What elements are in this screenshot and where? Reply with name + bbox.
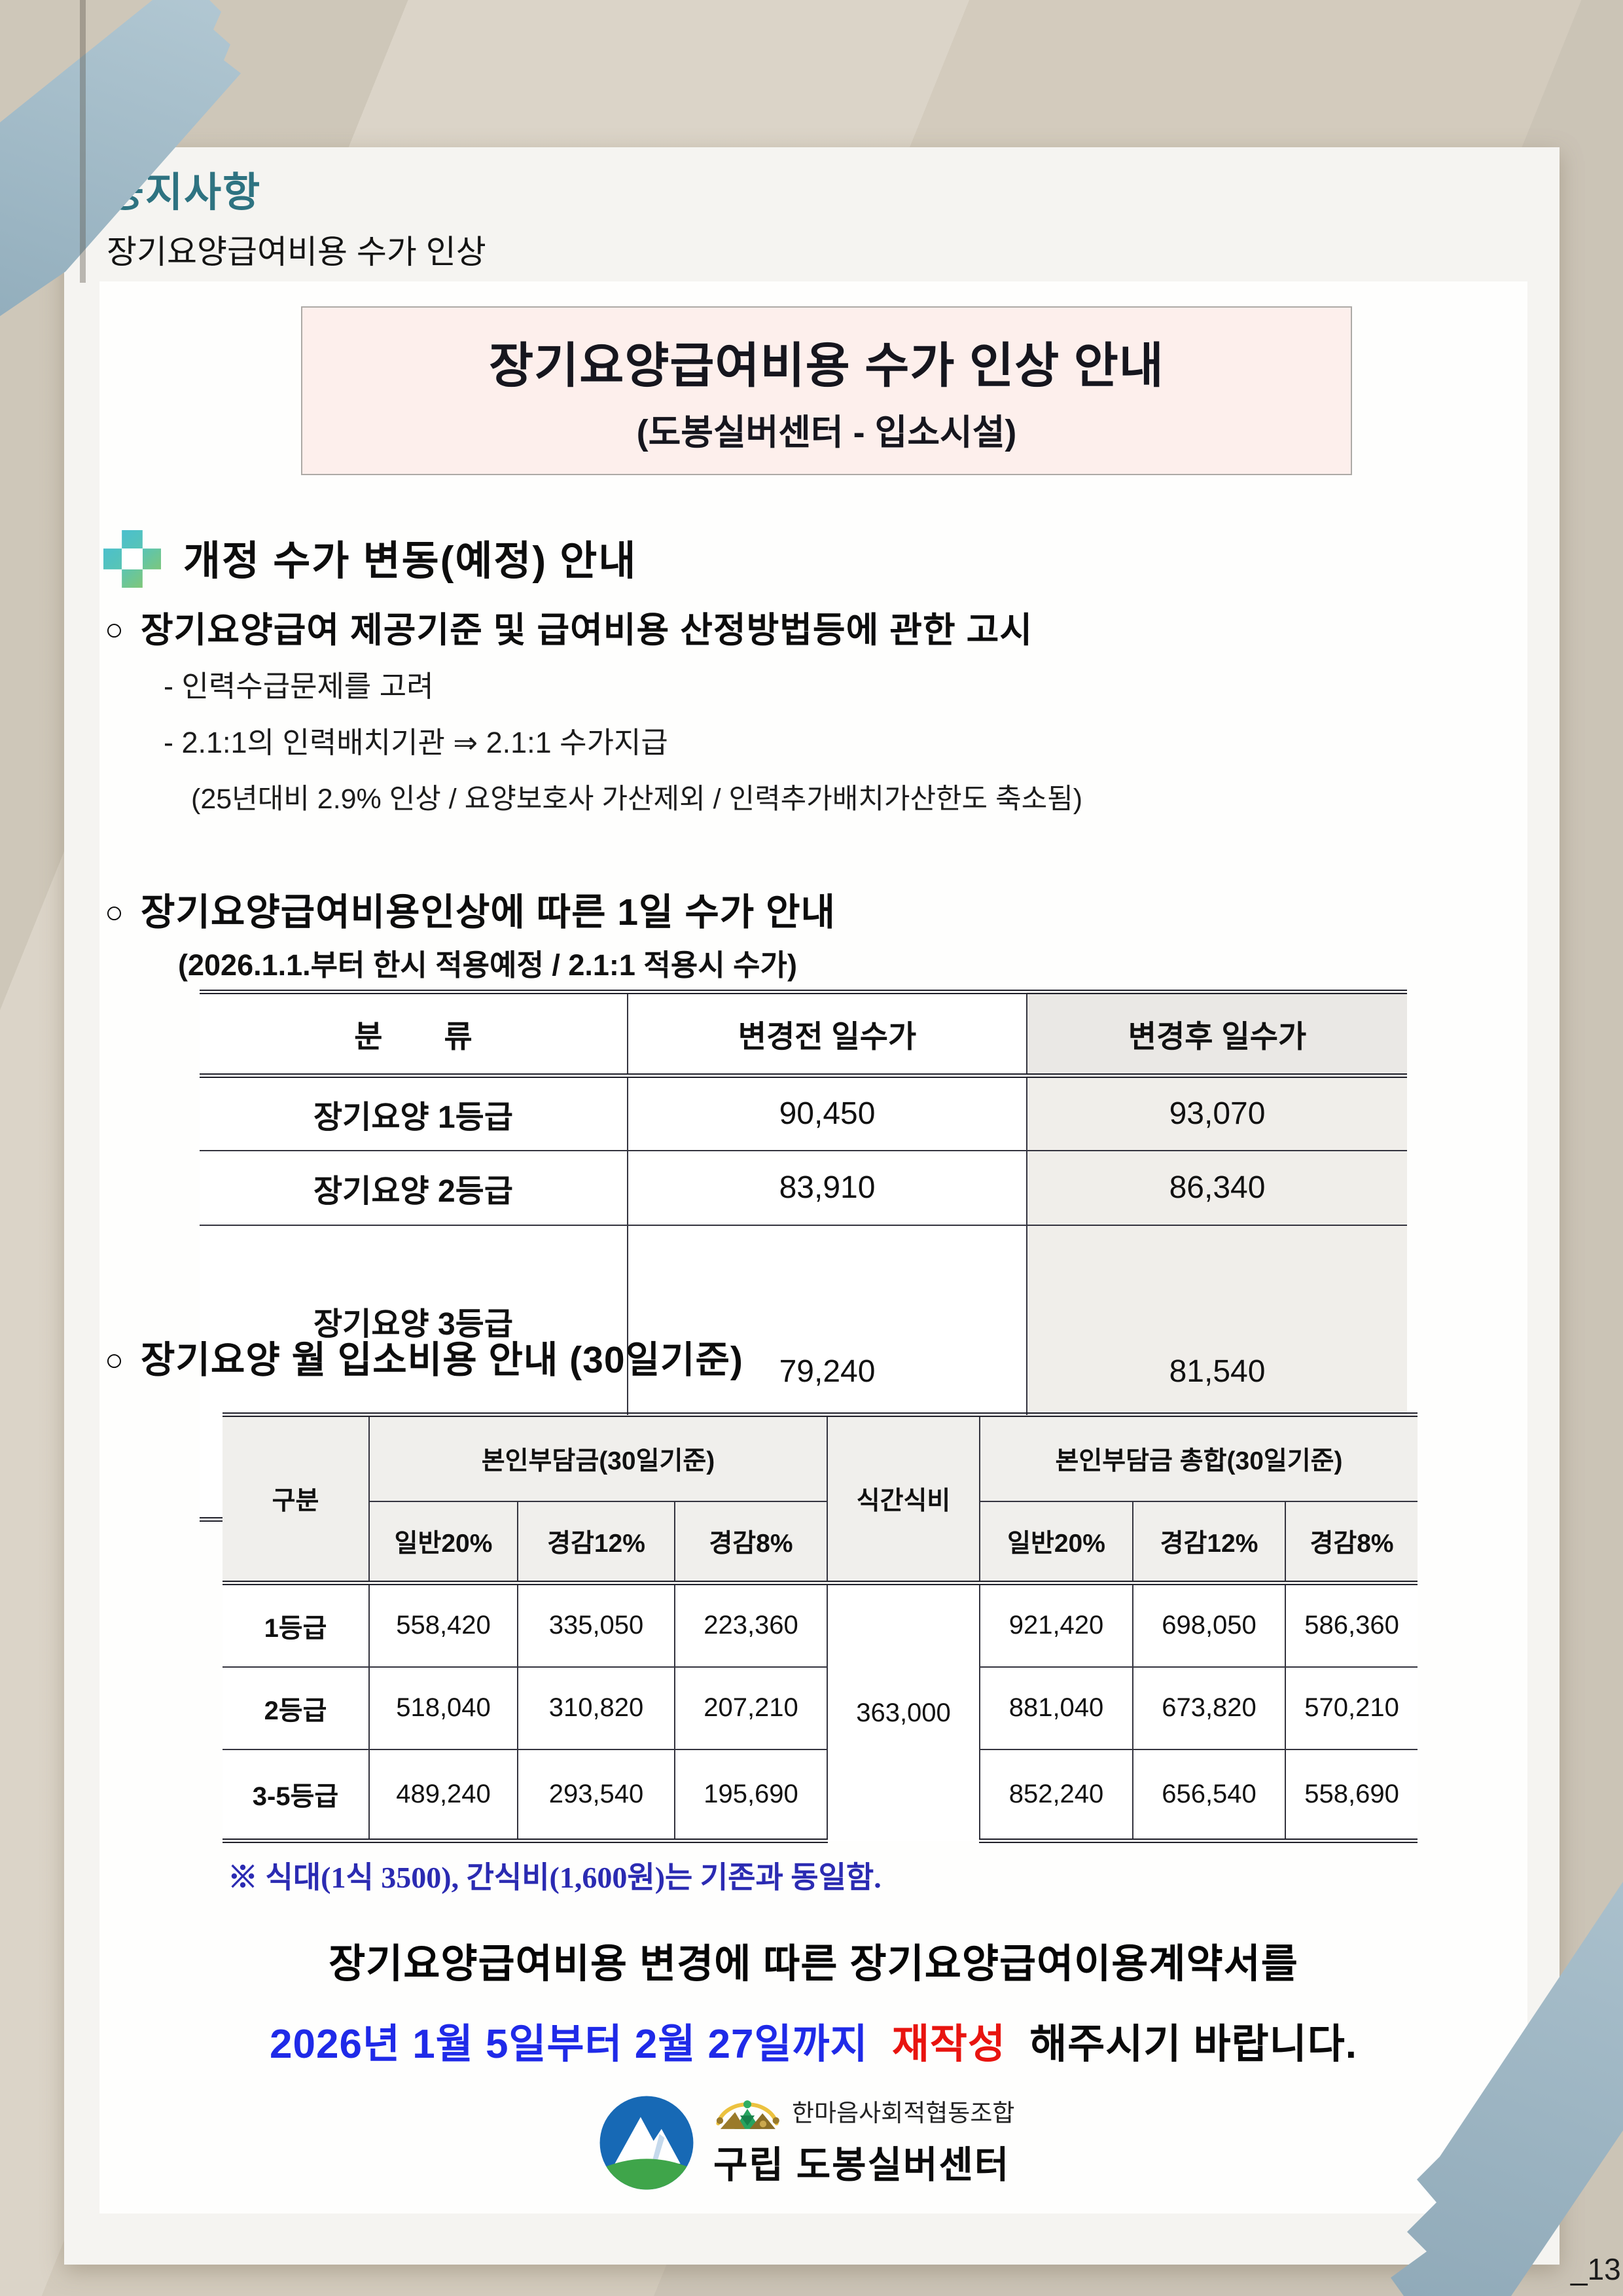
vertical-fold-line: [80, 0, 86, 283]
closing-statement-line1: 장기요양급여비용 변경에 따른 장기요양급여이용계약서를: [329, 1941, 1298, 1986]
self-pay-20: 518,040: [368, 1666, 518, 1749]
table-group-header-row: 구분 본인부담금(30일기준) 식간식비 본인부담금 총합(30일기준): [223, 1412, 1418, 1583]
group-header-self-pay: 본인부담금(30일기준): [368, 1412, 828, 1501]
footer-text-column: 한마음사회적협동조합 구립 도봉실버센터: [713, 2093, 1014, 2189]
total-12: 673,820: [1132, 1666, 1286, 1749]
monthly-cost-table: 구분 본인부담금(30일기준) 식간식비 본인부담금 총합(30일기준) 일반2…: [223, 1412, 1418, 1843]
row-label: 장기요양 2등급: [200, 1149, 628, 1225]
table-header-row: 분 류 변경전 일수가 변경후 일수가: [200, 990, 1407, 1076]
self-pay-8: 223,360: [674, 1581, 828, 1667]
self-pay-12: 335,050: [517, 1581, 675, 1667]
before-value: 83,910: [627, 1149, 1027, 1225]
circle-bullet-icon: ○: [105, 1343, 124, 1378]
page-subtitle: 장기요양급여비용 수가 인상: [107, 234, 486, 270]
table-row: 2등급 518,040 310,820 207,210 881,040 673,…: [223, 1666, 1418, 1749]
subheader-reduced8: 경감8%: [1284, 1500, 1418, 1583]
self-pay-12: 293,540: [517, 1748, 675, 1843]
coop-row: 한마음사회적협동조합: [713, 2093, 1014, 2132]
closing-statement-line2: 2026년 1월 5일부터 2월 27일까지 재작성 해주시기 바랍니다.: [99, 2011, 1527, 2070]
center-name: 구립 도봉실버센터: [713, 2144, 1010, 2186]
monthly-cost-heading: 장기요양 월 입소비용 안내 (30일기준): [141, 1339, 743, 1381]
coop-name: 한마음사회적협동조합: [792, 2100, 1015, 2126]
total-12: 656,540: [1132, 1748, 1286, 1843]
title-line2: (도봉실버센터 - 입소시설): [636, 413, 1017, 452]
col-header-after: 변경후 일수가: [1026, 990, 1407, 1076]
monthly-cost-heading-line: ○ 장기요양 월 입소비용 안내 (30일기준): [105, 1330, 743, 1384]
meal-cost-value: 363,000: [827, 1581, 980, 1841]
total-8: 570,210: [1284, 1666, 1418, 1749]
after-value: 93,070: [1026, 1073, 1407, 1151]
total-20: 852,240: [979, 1748, 1133, 1843]
revision-notice-line: ○ 장기요양급여 제공기준 및 급여비용 산정방법등에 관한 고시: [105, 601, 1033, 653]
daily-rate-heading: 장기요양급여비용인상에 따른 1일 수가 안내: [141, 891, 836, 933]
row-label: 1등급: [223, 1581, 370, 1667]
dobong-district-logo-icon: [599, 2096, 694, 2190]
self-pay-8: 207,210: [674, 1666, 828, 1749]
before-value: 90,450: [627, 1073, 1027, 1151]
closing-period: 2026년 1월 5일부터 2월 27일까지: [270, 2022, 868, 2067]
after-value: 86,340: [1026, 1149, 1407, 1225]
total-12: 698,050: [1132, 1581, 1286, 1667]
col-header-category: 구분: [223, 1412, 370, 1583]
plus-icon-core: [122, 548, 143, 569]
row-label-line1: 장기요양 3등급: [313, 1306, 513, 1342]
page-number: _13: [1571, 2252, 1621, 2286]
footer-logo-block: 한마음사회적협동조합 구립 도봉실버센터: [597, 2093, 1014, 2193]
subheader-general20: 일반20%: [369, 1500, 518, 1583]
daily-rate-heading-line: ○ 장기요양급여비용인상에 따른 1일 수가 안내: [105, 882, 836, 936]
circle-bullet-icon: ○: [105, 613, 124, 647]
row-label: 3-5등급: [223, 1748, 370, 1843]
subheader-reduced12: 경감12%: [1132, 1500, 1286, 1583]
total-20: 921,420: [979, 1581, 1133, 1667]
table-row: 장기요양 1등급 90,450 93,070: [200, 1073, 1407, 1151]
col-header-meal: 식간식비: [827, 1412, 980, 1583]
closing-rewrite: 재작성: [891, 2022, 1006, 2067]
group-header-total: 본인부담금 총합(30일기준): [978, 1412, 1418, 1501]
meal-cost-note: ※ 식대(1식 3500), 간식비(1,600원)는 기존과 동일함.: [228, 1861, 882, 1894]
subheader-general20: 일반20%: [979, 1500, 1133, 1583]
col-header-before: 변경전 일수가: [627, 990, 1027, 1076]
table-row: 3-5등급 489,240 293,540 195,690 852,240 65…: [223, 1748, 1418, 1843]
revision-detail-2: - 2.1:1의 인력배치기관 ⇒ 2.1:1 수가지급: [164, 726, 668, 759]
title-line1: 장기요양급여비용 수가 인상 안내: [489, 338, 1164, 393]
total-8: 586,360: [1284, 1581, 1418, 1667]
title-box: 장기요양급여비용 수가 인상 안내 (도봉실버센터 - 입소시설): [301, 306, 1352, 475]
section-revision-heading: 개정 수가 변동(예정) 안내: [183, 539, 637, 584]
revision-notice-text: 장기요양급여 제공기준 및 급여비용 산정방법등에 관한 고시: [141, 611, 1033, 650]
revision-detail-1: - 인력수급문제를 고려: [164, 670, 434, 703]
total-8: 558,690: [1284, 1748, 1418, 1843]
closing-request: 해주시기 바랍니다.: [1029, 2022, 1357, 2067]
row-label: 장기요양 1등급: [200, 1073, 628, 1151]
self-pay-8: 195,690: [674, 1748, 828, 1843]
self-pay-12: 310,820: [517, 1666, 675, 1749]
table-row: 장기요양 2등급 83,910 86,340: [200, 1149, 1407, 1225]
total-20: 881,040: [979, 1666, 1133, 1749]
table-row: 1등급 558,420 335,050 223,360 363,000 921,…: [223, 1581, 1418, 1841]
circle-bullet-icon: ○: [105, 895, 124, 930]
daily-rate-subnote: (2026.1.1.부터 한시 적용예정 / 2.1:1 적용시 수가): [178, 948, 797, 982]
row-label: 2등급: [223, 1666, 370, 1749]
hanmaum-coop-logo-icon: [716, 2100, 779, 2129]
col-header-category: 분 류: [200, 990, 628, 1076]
self-pay-20: 558,420: [368, 1581, 518, 1667]
table-subheader-row: 일반20% 경감12% 경감8% 일반20% 경감12% 경감8%: [223, 1500, 1418, 1583]
subheader-reduced12: 경감12%: [517, 1500, 675, 1583]
revision-detail-3: (25년대비 2.9% 인상 / 요양보호사 가산제외 / 인력추가배치가산한도…: [191, 783, 1083, 815]
subheader-reduced8: 경감8%: [674, 1500, 828, 1583]
self-pay-20: 489,240: [368, 1748, 518, 1843]
